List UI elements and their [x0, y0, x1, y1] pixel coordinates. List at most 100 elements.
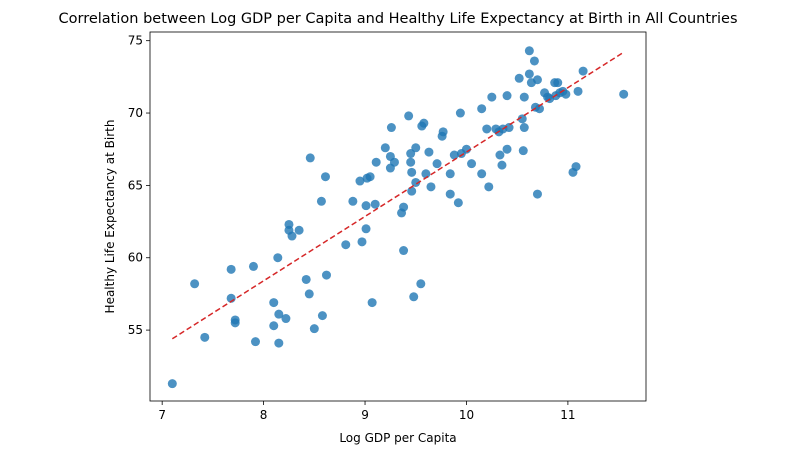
- data-point: [619, 89, 629, 99]
- data-point: [269, 298, 279, 308]
- data-point: [467, 159, 477, 169]
- data-point: [301, 274, 311, 284]
- data-point: [455, 108, 465, 118]
- data-point: [406, 157, 416, 167]
- y-tick-label: 75: [128, 34, 143, 48]
- data-point: [407, 167, 417, 177]
- data-point: [409, 292, 419, 302]
- data-point: [497, 160, 507, 170]
- y-tick-label: 60: [128, 251, 143, 265]
- data-point: [532, 189, 542, 199]
- data-point: [389, 157, 399, 167]
- data-point: [370, 199, 380, 209]
- data-point: [320, 172, 330, 182]
- data-point: [424, 147, 434, 157]
- data-point: [519, 92, 529, 102]
- data-point: [453, 198, 463, 208]
- data-point: [419, 118, 429, 128]
- x-axis-ticks: 7 8 9 10 11: [158, 401, 576, 422]
- data-point: [438, 127, 448, 137]
- data-point: [167, 379, 177, 389]
- data-point: [190, 279, 200, 289]
- data-point: [534, 104, 544, 114]
- x-tick-label: 7: [158, 408, 166, 422]
- data-point: [361, 201, 371, 211]
- data-point: [524, 69, 534, 79]
- data-point: [445, 189, 455, 199]
- data-point: [305, 153, 315, 163]
- data-point: [200, 332, 210, 342]
- data-point: [226, 264, 236, 274]
- data-point: [482, 124, 492, 134]
- x-tick-label: 11: [560, 408, 575, 422]
- data-point: [250, 337, 260, 347]
- data-point: [269, 321, 279, 331]
- data-point: [407, 186, 417, 196]
- data-point: [519, 123, 529, 133]
- data-point: [273, 253, 283, 263]
- data-point: [524, 46, 534, 56]
- data-point: [426, 182, 436, 192]
- data-point: [361, 224, 371, 234]
- data-point: [411, 143, 421, 153]
- data-point: [571, 162, 581, 172]
- data-point: [309, 324, 319, 334]
- data-point: [341, 240, 351, 250]
- data-point: [514, 73, 524, 83]
- data-point: [294, 225, 304, 235]
- data-point: [357, 237, 367, 247]
- y-tick-label: 70: [128, 106, 143, 120]
- data-point: [355, 176, 365, 186]
- data-point: [411, 177, 421, 187]
- axes-frame: [149, 31, 647, 402]
- y-tick-label: 55: [128, 323, 143, 337]
- data-point: [365, 172, 375, 182]
- data-point: [230, 315, 240, 325]
- data-point: [532, 75, 542, 85]
- data-point: [399, 202, 409, 212]
- data-point: [274, 309, 284, 319]
- data-point: [561, 89, 571, 99]
- data-point: [248, 261, 258, 271]
- data-point: [274, 338, 284, 348]
- data-point: [380, 143, 390, 153]
- data-point: [445, 169, 455, 179]
- chart-title: Correlation between Log GDP per Capita a…: [59, 11, 738, 27]
- data-point: [502, 91, 512, 101]
- data-point: [573, 86, 583, 96]
- data-point: [449, 150, 459, 160]
- x-tick-label: 8: [260, 408, 268, 422]
- data-point: [406, 149, 416, 159]
- data-point: [287, 231, 297, 241]
- data-point: [399, 246, 409, 256]
- data-point: [495, 150, 505, 160]
- data-point: [517, 114, 527, 124]
- data-point: [553, 78, 563, 88]
- x-tick-label: 10: [459, 408, 474, 422]
- data-point: [367, 298, 377, 308]
- data-point: [348, 196, 358, 206]
- trend-line: [171, 51, 625, 340]
- data-point: [386, 123, 396, 133]
- data-point: [316, 196, 326, 206]
- data-point: [518, 146, 528, 156]
- data-point: [404, 111, 414, 121]
- data-point: [477, 169, 487, 179]
- data-point: [487, 92, 497, 102]
- x-axis-label: Log GDP per Capita: [339, 431, 456, 445]
- scatter-points: [167, 46, 629, 389]
- y-axis-ticks: 55 60 65 70 75: [128, 34, 150, 337]
- data-point: [421, 169, 431, 179]
- y-tick-label: 65: [128, 178, 143, 192]
- data-point: [416, 279, 426, 289]
- data-point: [317, 311, 327, 321]
- data-point: [477, 104, 487, 114]
- data-point: [281, 314, 291, 324]
- data-point: [502, 144, 512, 154]
- x-tick-label: 9: [361, 408, 369, 422]
- data-point: [371, 157, 381, 167]
- data-point: [504, 123, 514, 133]
- data-point: [578, 66, 588, 76]
- data-point: [432, 159, 442, 169]
